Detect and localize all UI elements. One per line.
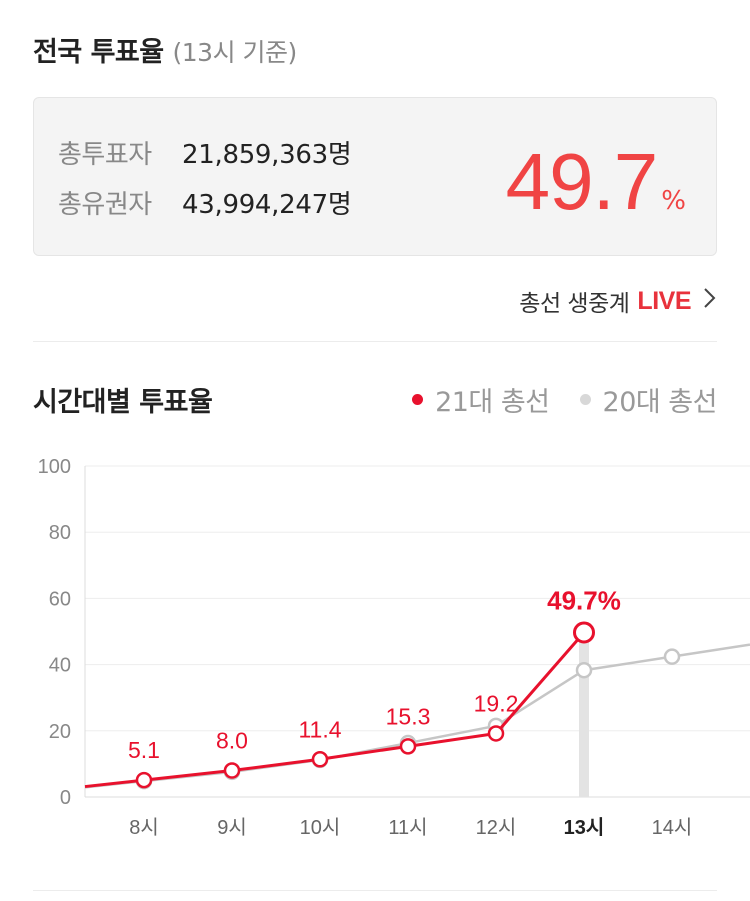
x-tick-label: 12시 (476, 817, 517, 839)
legend-dot-previous-icon (579, 394, 591, 405)
bottom-divider (33, 890, 717, 891)
chevron-right-icon (703, 287, 717, 315)
data-label-current: 49.7% (547, 585, 621, 615)
legend-label-current: 21대 총선 (435, 387, 550, 418)
page-subtitle: (13시 기준) (172, 38, 298, 67)
legend-label-previous: 20대 총선 (602, 387, 718, 418)
series-point-current (573, 621, 595, 644)
y-tick-label: 40 (49, 655, 71, 677)
eligible-row: 총유권자 43,994,247명 (58, 184, 352, 221)
x-tick-label: 13시 (564, 816, 605, 839)
turnout-rate: 49.7 % (506, 136, 686, 228)
series-point-current (311, 751, 329, 768)
series-point-previous (663, 648, 681, 665)
data-label-current: 11.4 (298, 716, 341, 742)
turnout-rate-value: 49.7 (505, 137, 659, 226)
series-point-current (399, 738, 417, 755)
eligible-label: 총유권자 (58, 190, 152, 220)
legend-item-current: 21대 총선 (412, 380, 550, 419)
data-label-current: 5.1 (128, 737, 160, 763)
x-tick-label: 14시 (652, 817, 693, 839)
x-tick-label: 9시 (217, 817, 247, 839)
eligible-value: 43,994,247명 (182, 190, 352, 220)
x-tick-label: 8시 (129, 817, 159, 839)
voters-row: 총투표자 21,859,363명 (58, 134, 352, 171)
voters-value: 21,859,363명 (182, 140, 352, 170)
data-label-current: 19.2 (474, 690, 519, 716)
voters-label: 총투표자 (58, 140, 152, 170)
section-divider (33, 341, 717, 342)
y-tick-label: 80 (49, 522, 71, 544)
y-tick-label: 100 (38, 456, 71, 478)
turnout-summary-box: 총투표자 21,859,363명 총유권자 43,994,247명 49.7 % (33, 97, 717, 256)
legend-item-previous: 20대 총선 (579, 380, 718, 419)
live-badge: LIVE (637, 286, 691, 315)
series-point-current (223, 762, 241, 779)
chart-legend: 21대 총선 20대 총선 (412, 380, 718, 419)
page-title-text: 전국 투표율 (33, 37, 164, 68)
y-tick-label: 0 (60, 787, 71, 809)
legend-dot-current-icon (412, 394, 424, 405)
page-title: 전국 투표율 (13시 기준) (33, 30, 297, 69)
data-label-current: 15.3 (386, 703, 431, 729)
highlight-bar (579, 632, 589, 797)
live-link-label: 총선 생중계 (519, 291, 630, 317)
election-live-link[interactable]: 총선 생중계 LIVE (519, 284, 717, 318)
series-point-current (135, 771, 153, 789)
series-point-previous (575, 661, 593, 679)
series-point-current (487, 725, 505, 742)
x-tick-label: 10시 (300, 817, 341, 839)
turnout-rate-unit: % (661, 186, 686, 216)
turnout-line-chart: 0204060801008시9시10시11시12시13시14시15.18.011… (38, 456, 750, 839)
x-tick-label: 11시 (388, 817, 427, 839)
y-tick-label: 60 (49, 588, 71, 610)
data-label-current: 8.0 (216, 728, 248, 754)
y-tick-label: 20 (49, 721, 71, 743)
chart-section-title: 시간대별 투표율 (33, 387, 213, 418)
